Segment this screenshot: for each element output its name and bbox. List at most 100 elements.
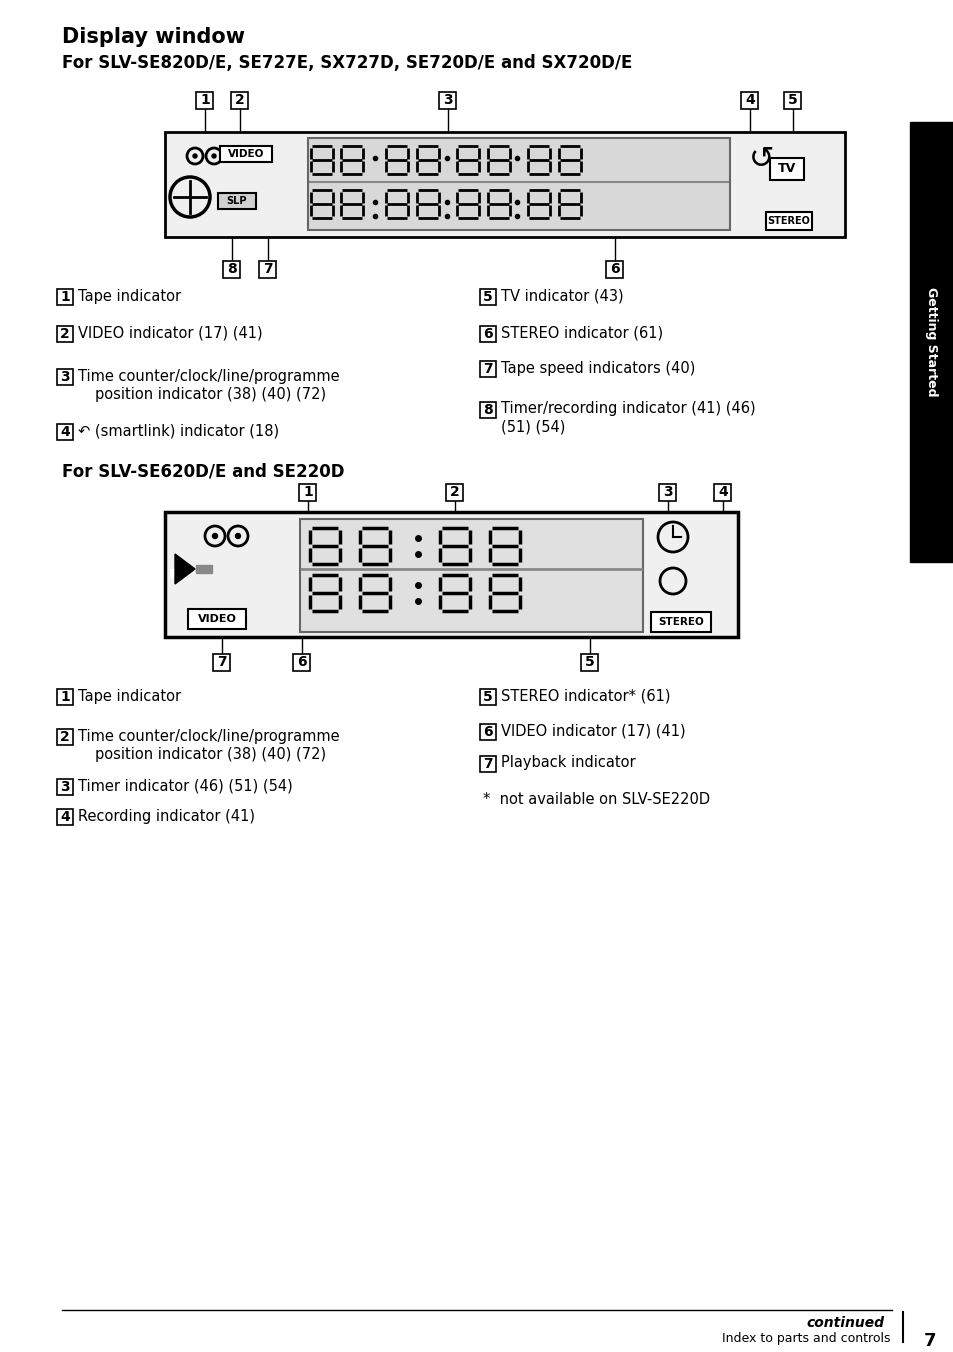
Text: Time counter/clock/line/programme: Time counter/clock/line/programme <box>78 729 339 744</box>
Bar <box>479 725 496 740</box>
Text: 4: 4 <box>744 93 754 107</box>
Text: TV: TV <box>777 162 796 176</box>
Bar <box>195 565 212 573</box>
Text: STEREO indicator (61): STEREO indicator (61) <box>500 326 662 341</box>
Text: Tape speed indicators (40): Tape speed indicators (40) <box>500 361 695 376</box>
Text: 7: 7 <box>482 362 493 376</box>
Text: 1: 1 <box>303 485 313 499</box>
Text: 1: 1 <box>60 289 70 304</box>
Bar <box>294 653 310 671</box>
Bar <box>218 193 255 210</box>
Text: position indicator (38) (40) (72): position indicator (38) (40) (72) <box>95 387 326 402</box>
Text: For SLV-SE620D/E and SE220D: For SLV-SE620D/E and SE220D <box>62 462 344 480</box>
Text: 2: 2 <box>60 327 70 341</box>
Bar <box>479 402 496 418</box>
Bar <box>299 519 642 631</box>
Text: Tape indicator: Tape indicator <box>78 688 181 703</box>
Text: Recording indicator (41): Recording indicator (41) <box>78 808 254 823</box>
Text: 8: 8 <box>482 403 493 416</box>
Bar <box>57 729 73 745</box>
Text: 7: 7 <box>263 262 273 276</box>
Bar <box>581 653 598 671</box>
Bar <box>740 92 758 108</box>
Bar <box>299 484 316 500</box>
Bar <box>659 484 676 500</box>
Bar <box>223 261 240 277</box>
Text: Display window: Display window <box>62 27 245 47</box>
Text: For SLV-SE820D/E, SE727E, SX727D, SE720D/E and SX720D/E: For SLV-SE820D/E, SE727E, SX727D, SE720D… <box>62 54 632 72</box>
Text: VIDEO indicator (17) (41): VIDEO indicator (17) (41) <box>78 326 262 341</box>
Text: 4: 4 <box>60 810 70 823</box>
Text: SLP: SLP <box>227 196 247 206</box>
Text: STEREO: STEREO <box>658 617 703 627</box>
Bar <box>650 612 710 631</box>
Text: *  not available on SLV-SE220D: * not available on SLV-SE220D <box>482 792 709 807</box>
Bar <box>57 808 73 825</box>
Text: Index to parts and controls: Index to parts and controls <box>721 1332 890 1345</box>
Circle shape <box>212 154 215 158</box>
Bar <box>220 146 272 162</box>
Text: continued: continued <box>805 1315 883 1330</box>
Text: 6: 6 <box>482 327 493 341</box>
Text: 4: 4 <box>60 425 70 439</box>
Bar <box>479 361 496 377</box>
Bar <box>606 261 623 277</box>
Text: 5: 5 <box>584 654 595 669</box>
Text: Timer indicator (46) (51) (54): Timer indicator (46) (51) (54) <box>78 779 293 794</box>
Text: STEREO indicator* (61): STEREO indicator* (61) <box>500 688 670 703</box>
Text: 5: 5 <box>787 93 797 107</box>
Text: position indicator (38) (40) (72): position indicator (38) (40) (72) <box>95 746 326 761</box>
Bar <box>909 122 953 562</box>
Bar <box>232 92 248 108</box>
Text: 1: 1 <box>200 93 210 107</box>
Circle shape <box>193 154 196 158</box>
Text: 7: 7 <box>482 757 493 771</box>
Bar <box>213 653 231 671</box>
Bar <box>57 369 73 385</box>
Text: ↶ (smartlink) indicator (18): ↶ (smartlink) indicator (18) <box>78 423 279 438</box>
Bar <box>765 212 811 230</box>
Bar <box>479 756 496 772</box>
Text: (51) (54): (51) (54) <box>500 419 565 434</box>
Bar <box>57 425 73 439</box>
Bar <box>57 326 73 342</box>
Text: Tape indicator: Tape indicator <box>78 288 181 303</box>
Text: Getting Started: Getting Started <box>924 287 938 396</box>
Bar <box>446 484 463 500</box>
Circle shape <box>213 534 217 538</box>
Text: Timer/recording indicator (41) (46): Timer/recording indicator (41) (46) <box>500 402 755 416</box>
Text: VIDEO indicator (17) (41): VIDEO indicator (17) (41) <box>500 723 685 738</box>
Text: 3: 3 <box>60 780 70 794</box>
Bar <box>439 92 456 108</box>
Text: 8: 8 <box>227 262 236 276</box>
Bar <box>57 289 73 306</box>
Text: VIDEO: VIDEO <box>197 614 236 625</box>
Bar <box>57 690 73 704</box>
Bar <box>259 261 276 277</box>
Bar <box>165 512 738 637</box>
Text: 2: 2 <box>60 730 70 744</box>
Text: 6: 6 <box>482 725 493 740</box>
Text: 6: 6 <box>610 262 619 276</box>
Text: 7: 7 <box>923 1332 935 1351</box>
Bar <box>57 779 73 795</box>
Bar <box>769 158 803 180</box>
Text: 5: 5 <box>482 289 493 304</box>
Bar <box>479 289 496 306</box>
Bar <box>714 484 731 500</box>
Text: 5: 5 <box>482 690 493 704</box>
Circle shape <box>235 534 240 538</box>
Bar <box>479 326 496 342</box>
Text: ↺: ↺ <box>748 145 774 173</box>
Bar <box>196 92 213 108</box>
Text: 4: 4 <box>718 485 727 499</box>
Text: Playback indicator: Playback indicator <box>500 756 635 771</box>
Text: VIDEO: VIDEO <box>228 149 264 160</box>
Bar <box>188 608 246 629</box>
Text: STEREO: STEREO <box>767 216 810 226</box>
Text: 2: 2 <box>234 93 245 107</box>
Bar <box>165 132 844 237</box>
Text: 1: 1 <box>60 690 70 704</box>
Text: Time counter/clock/line/programme: Time counter/clock/line/programme <box>78 369 339 384</box>
Text: 7: 7 <box>217 654 227 669</box>
